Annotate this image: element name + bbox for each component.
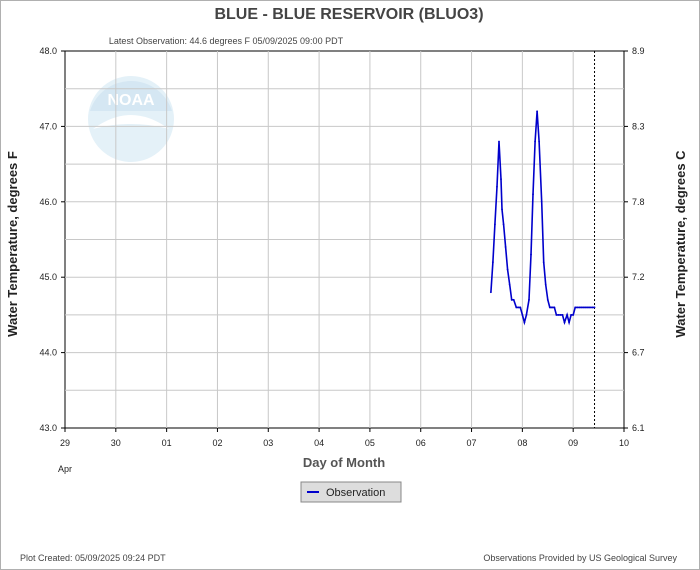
- observation-point: [538, 140, 541, 143]
- x-tick-label: 04: [314, 438, 324, 448]
- observation-point: [580, 306, 583, 309]
- x-month-label: Apr: [58, 464, 72, 474]
- observation-point: [572, 314, 575, 316]
- observation-point: [561, 314, 564, 316]
- y-left-tick-label: 44.0: [39, 348, 57, 358]
- observation-point: [504, 246, 507, 248]
- x-tick-label: 29: [60, 438, 70, 448]
- y-right-tick-label: 8.3: [632, 121, 645, 131]
- x-tick-label: 08: [517, 438, 527, 448]
- observation-point: [584, 306, 587, 309]
- legend: Observation: [300, 481, 402, 503]
- observation-point: [498, 140, 500, 143]
- x-tick-label: 30: [111, 438, 121, 448]
- observation-point: [587, 306, 589, 309]
- observation-point: [521, 314, 524, 316]
- data-provider-text: Observations Provided by US Geological S…: [483, 553, 677, 563]
- observation-point: [591, 306, 594, 309]
- observation-point: [502, 223, 505, 226]
- grid-lines: [65, 51, 624, 428]
- x-axis-label: Day of Month: [303, 455, 385, 470]
- x-tick-label: 05: [365, 438, 375, 448]
- observation-point: [582, 306, 585, 309]
- observation-point: [525, 314, 528, 316]
- observation-point: [578, 306, 581, 309]
- y-left-tick-label: 43.0: [39, 423, 57, 433]
- observation-point: [536, 110, 539, 113]
- y-left-tick-label: 46.0: [39, 197, 57, 207]
- observation-point: [512, 298, 515, 301]
- x-axis-ticks: 29 30 01 02 03 04 05 06 07 08 09 10: [60, 428, 629, 448]
- observation-series-points: [489, 110, 596, 324]
- x-tick-label: 02: [212, 438, 222, 448]
- observation-point: [494, 223, 496, 226]
- observation-point: [544, 283, 547, 286]
- y-left-tick-label: 48.0: [39, 46, 57, 56]
- observation-point: [496, 185, 498, 188]
- observation-point: [568, 321, 571, 324]
- observation-point: [542, 261, 545, 264]
- x-tick-label: 01: [162, 438, 172, 448]
- latest-observation-text: Latest Observation: 44.6 degrees F 05/09…: [109, 36, 344, 46]
- x-tick-label: 09: [568, 438, 578, 448]
- observation-point: [559, 314, 562, 316]
- observation-point: [534, 140, 536, 143]
- y-right-tick-label: 6.7: [632, 348, 645, 358]
- chart-title: BLUE - BLUE RESERVOIR (BLUO3): [214, 6, 483, 23]
- observation-point: [576, 306, 579, 309]
- observation-point: [546, 298, 549, 301]
- observation-point: [501, 208, 503, 211]
- y-axis-right-label: Water Temperature, degrees C: [673, 150, 688, 338]
- observation-point: [491, 261, 494, 264]
- observation-point: [523, 321, 526, 324]
- x-tick-label: 06: [416, 438, 426, 448]
- observation-point: [593, 306, 596, 309]
- noaa-logo-text: NOAA: [107, 92, 155, 109]
- observation-point: [489, 291, 492, 294]
- observation-series-line: [490, 111, 595, 326]
- y-left-tick-label: 47.0: [39, 121, 57, 131]
- observation-point: [563, 321, 566, 324]
- y-axis-right-ticks: 8.9 8.3 7.8 7.2 6.7 6.1: [624, 46, 645, 433]
- y-right-tick-label: 6.1: [632, 423, 645, 433]
- plot-created-text: Plot Created: 05/09/2025 09:24 PDT: [20, 553, 166, 563]
- observation-point: [551, 306, 554, 309]
- legend-label: Observation: [326, 487, 385, 499]
- observation-point: [517, 306, 520, 309]
- x-tick-label: 07: [467, 438, 477, 448]
- observation-point: [553, 306, 556, 309]
- observation-point: [555, 314, 558, 316]
- observation-point: [510, 298, 513, 301]
- legend-box: [300, 481, 402, 503]
- observation-point: [532, 193, 534, 196]
- observation-point: [506, 268, 509, 271]
- observation-point: [566, 314, 568, 316]
- observation-point: [557, 314, 560, 316]
- observation-point: [540, 200, 543, 203]
- observation-point: [519, 306, 522, 309]
- observation-point: [570, 314, 573, 316]
- y-right-tick-label: 8.9: [632, 46, 645, 56]
- observation-point: [500, 178, 502, 181]
- observation-point: [574, 306, 577, 309]
- observation-point: [508, 283, 511, 286]
- observation-point: [589, 306, 591, 309]
- observation-point: [515, 306, 518, 309]
- x-tick-label: 03: [263, 438, 273, 448]
- y-right-tick-label: 7.8: [632, 197, 645, 207]
- x-tick-label: 10: [619, 438, 629, 448]
- observation-point: [528, 298, 530, 301]
- y-axis-left-ticks: 48.0 47.0 46.0 45.0 44.0 43.0: [39, 46, 65, 433]
- y-left-tick-label: 45.0: [39, 272, 57, 282]
- y-axis-left-label: Water Temperature, degrees F: [5, 151, 20, 337]
- observation-point: [530, 253, 532, 256]
- y-right-tick-label: 7.2: [632, 272, 645, 282]
